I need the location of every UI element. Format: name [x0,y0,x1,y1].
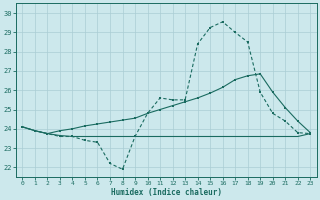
X-axis label: Humidex (Indice chaleur): Humidex (Indice chaleur) [111,188,222,197]
